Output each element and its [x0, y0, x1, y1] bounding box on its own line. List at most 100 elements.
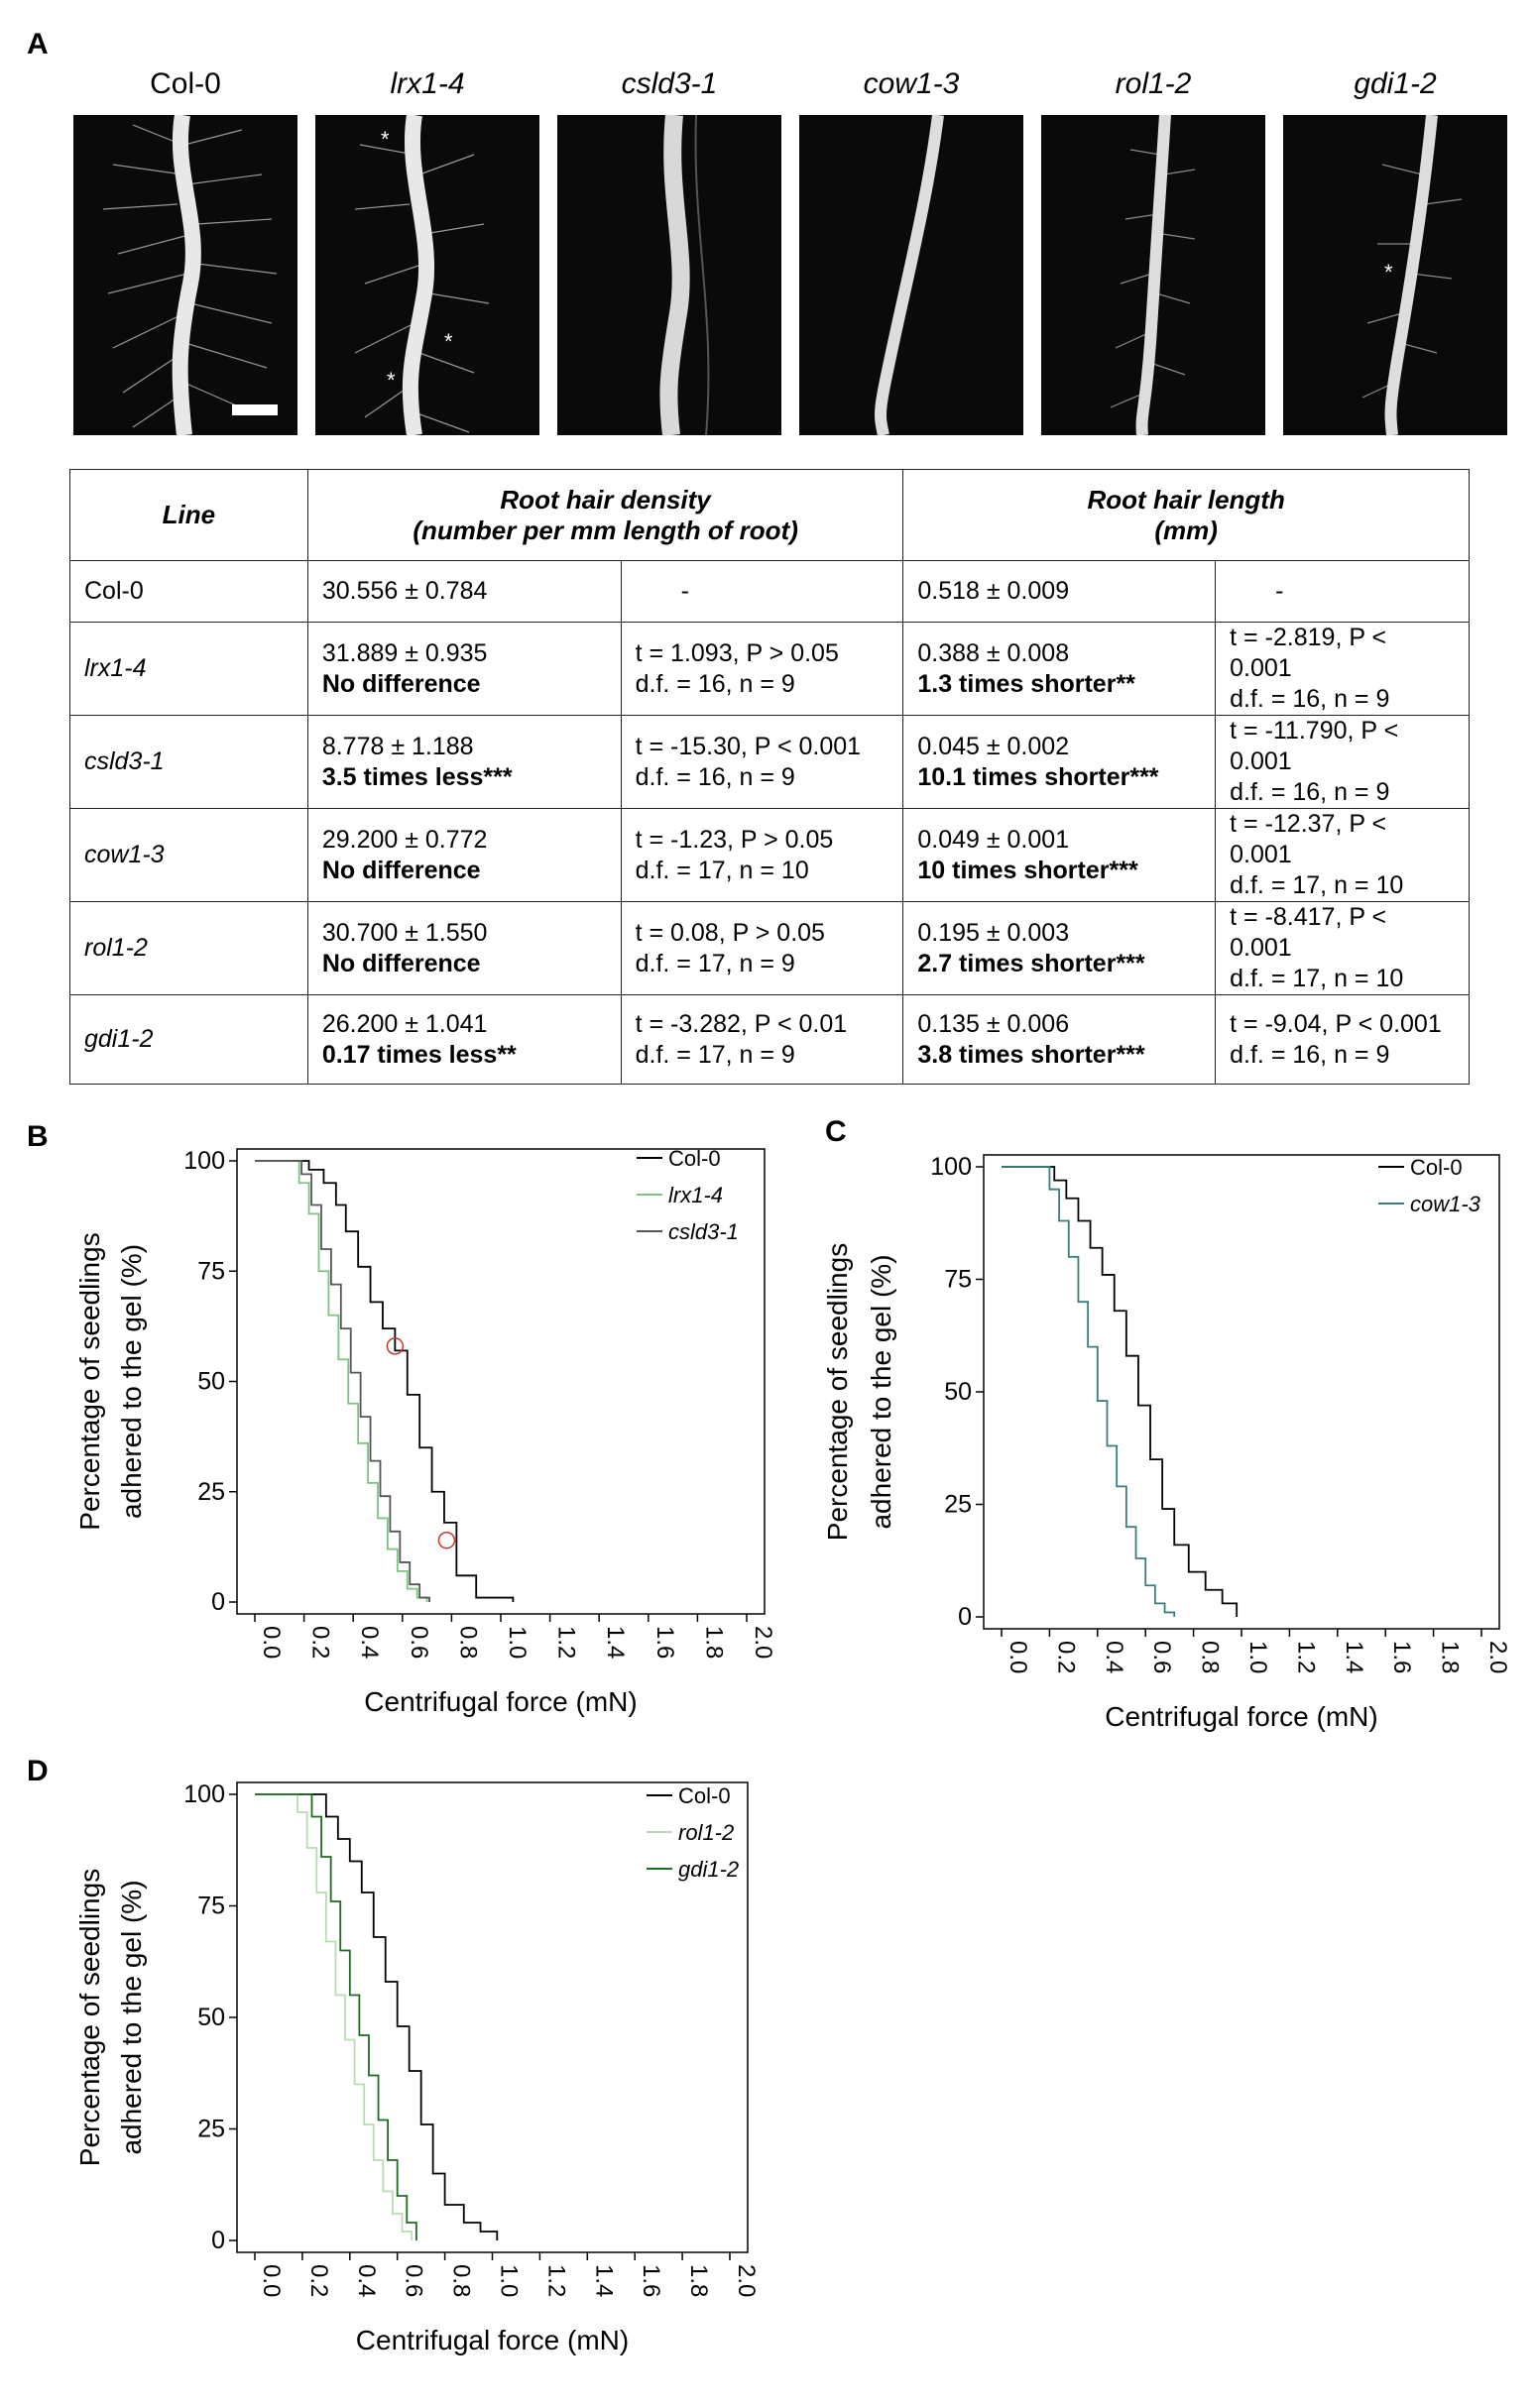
x-tick-label: 0.4 [1101, 1641, 1127, 1673]
row-density-stat: t = 0.08, P > 0.05 d.f. = 17, n = 9 [620, 901, 904, 995]
x-tick-label: 0.6 [406, 1626, 432, 1659]
series-line-cow1-3 [1002, 1166, 1176, 1617]
row-density: 31.889 ± 0.935 No difference [306, 622, 622, 716]
x-tick-label: 2.0 [1484, 1641, 1511, 1673]
row-density: 29.200 ± 0.772 No difference [306, 808, 622, 902]
x-tick-label: 0.8 [454, 1626, 481, 1659]
row-line: rol1-2 [69, 901, 308, 995]
x-tick-label: 0.2 [305, 2264, 332, 2297]
scale-bar [232, 404, 278, 415]
row-length-stat: t = -11.790, P < 0.001 d.f. = 16, n = 9 [1215, 715, 1470, 809]
row-density-stat: t = -1.23, P > 0.05 d.f. = 17, n = 10 [620, 808, 904, 902]
y-tick-label: 50 [197, 2004, 225, 2031]
x-tick-label: 1.8 [700, 1626, 727, 1659]
row-density-stat: t = 1.093, P > 0.05 d.f. = 16, n = 9 [620, 622, 904, 716]
row-line: csld3-1 [69, 715, 308, 809]
x-tick-label: 1.2 [1292, 1641, 1319, 1673]
root-image-col0 [102, 115, 278, 435]
table-row: csld3-1 8.778 ± 1.188 3.5 times less*** t… [69, 715, 1470, 809]
x-tick-label: 0.0 [258, 2264, 285, 2297]
asterisk-2: * [444, 329, 453, 354]
panel-label-d: D [27, 1755, 49, 1787]
y-tick-label: 0 [211, 2227, 225, 2254]
row-length: 0.518 ± 0.009 [902, 560, 1217, 623]
x-tick-label: 0.6 [401, 2264, 427, 2297]
chart-b: 0 25 50 75 100 0.0 0.2 0.4 0.6 0.8 1.0 1.2 1.4 1.6 1.8… [74, 1146, 773, 1717]
x-tick-label: 1.2 [542, 2264, 569, 2297]
legend-label: Col-0 [668, 1146, 721, 1171]
row-length-stat: t = -9.04, P < 0.001 d.f. = 16, n = 9 [1215, 994, 1470, 1085]
x-tick-label: 0.6 [1148, 1641, 1175, 1673]
asterisk-gdi: * [1384, 260, 1393, 285]
table-row: gdi1-2 26.200 ± 1.041 0.17 times less** t… [69, 994, 1470, 1085]
photo-label-lrx1-4: lrx1-4 [390, 67, 465, 100]
series-line-col-0 [255, 1160, 515, 1602]
legend-label: rol1-2 [678, 1820, 734, 1845]
y-tick-label: 100 [930, 1153, 972, 1181]
root-photo-rol1-2 [1041, 115, 1265, 435]
legend-label: csld3-1 [668, 1219, 739, 1244]
row-length-stat: t = -8.417, P < 0.001 d.f. = 17, n = 10 [1215, 901, 1470, 995]
highlight-marker [386, 1337, 405, 1355]
y-tick-label: 75 [944, 1266, 972, 1294]
x-tick-label: 1.4 [590, 2264, 617, 2297]
root-image-rol1-2 [1110, 115, 1196, 435]
y-tick-label: 25 [197, 1478, 225, 1506]
root-image-cow1-3 [875, 115, 944, 435]
legend-label: cow1-3 [1410, 1192, 1481, 1216]
row-density: 30.700 ± 1.550 No difference [306, 901, 622, 995]
x-tick-label: 0.4 [356, 1626, 383, 1659]
y-tick-label: 25 [944, 1491, 972, 1519]
header-length: Root hair length (mm) [902, 469, 1470, 561]
y-tick-label: 0 [958, 1603, 972, 1631]
x-tick-label: 1.2 [553, 1626, 580, 1659]
x-tick-label: 1.4 [1341, 1641, 1367, 1673]
y-tick-label: 25 [197, 2116, 225, 2143]
y-tick-label: 100 [183, 1780, 225, 1808]
row-density-stat: - [620, 560, 904, 623]
x-tick-label: 1.0 [496, 2264, 523, 2297]
x-tick-label: 1.8 [1437, 1641, 1464, 1673]
x-tick-label: 2.0 [733, 2264, 760, 2297]
y-axis-label: adhered to the gel (%) [116, 1880, 147, 2154]
row-length-stat: t = -2.819, P < 0.001 d.f. = 16, n = 9 [1215, 622, 1470, 716]
x-tick-label: 1.6 [638, 2264, 664, 2297]
x-tick-label: 0.0 [258, 1626, 285, 1659]
legend-label: gdi1-2 [678, 1857, 739, 1882]
root-hair-table: Line Root hair density (number per mm len… [69, 469, 1470, 1085]
row-length: 0.388 ± 0.008 1.3 times shorter** [902, 622, 1217, 716]
root-photo-cow1-3 [799, 115, 1023, 435]
y-tick-label: 0 [211, 1588, 225, 1616]
row-density-stat: t = -15.30, P < 0.001 d.f. = 16, n = 9 [620, 715, 904, 809]
y-axis-label: adhered to the gel (%) [866, 1254, 896, 1529]
asterisk-3: * [387, 368, 396, 393]
row-line: gdi1-2 [69, 994, 308, 1085]
row-length: 0.049 ± 0.001 10 times shorter*** [902, 808, 1217, 902]
plot-frame [983, 1154, 1500, 1630]
root-photo-lrx1-4: * * * [315, 115, 539, 435]
x-tick-label: 0.2 [1052, 1641, 1079, 1673]
row-length: 0.195 ± 0.003 2.7 times shorter*** [902, 901, 1217, 995]
photo-label-col0: Col-0 [150, 67, 221, 100]
x-tick-label: 1.6 [1388, 1641, 1415, 1673]
table-row: rol1-2 30.700 ± 1.550 No difference t = 0… [69, 901, 1470, 995]
panel-label-c: C [825, 1115, 847, 1148]
row-length-stat: t = -12.37, P < 0.001 d.f. = 17, n = 10 [1215, 808, 1470, 902]
y-tick-label: 50 [944, 1378, 972, 1406]
header-line: Line [69, 469, 308, 561]
row-length: 0.135 ± 0.006 3.8 times shorter*** [902, 994, 1217, 1085]
row-length: 0.045 ± 0.002 10.1 times shorter*** [902, 715, 1217, 809]
row-density: 26.200 ± 1.041 0.17 times less** [306, 994, 622, 1085]
series-line-col-0 [1002, 1166, 1239, 1617]
y-tick-label: 75 [197, 1257, 225, 1285]
panel-label-a: A [27, 28, 49, 60]
row-line: lrx1-4 [69, 622, 308, 716]
series-line-rol1-2 [255, 1793, 413, 2240]
photo-label-csld3-1: csld3-1 [621, 67, 718, 100]
header-density: Root hair density (number per mm length o… [306, 469, 904, 561]
y-axis-label: Percentage of seedlings [74, 1232, 105, 1530]
x-tick-label: 1.6 [651, 1626, 678, 1659]
legend-label: Col-0 [678, 1783, 731, 1808]
x-axis-label: Centrifugal force (mN) [1105, 1701, 1377, 1732]
x-tick-label: 0.0 [1005, 1641, 1031, 1673]
